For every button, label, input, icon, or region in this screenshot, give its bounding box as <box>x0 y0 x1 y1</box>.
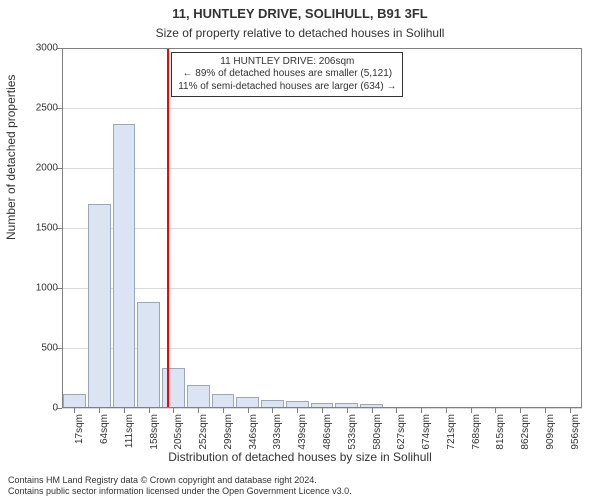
xtick-label: 205sqm <box>173 414 184 450</box>
histogram-bar <box>236 397 259 408</box>
histogram-bar <box>187 385 210 408</box>
gridline <box>62 48 582 49</box>
ytick-label: 3000 <box>36 43 58 54</box>
histogram-bar <box>212 394 235 408</box>
x-axis-label: Distribution of detached houses by size … <box>0 450 600 464</box>
xtick-mark <box>520 408 521 413</box>
annotation-line: 11 HUNTLEY DRIVE: 206sqm <box>178 56 396 69</box>
xtick-mark <box>570 408 571 413</box>
xtick-label: 111sqm <box>124 414 135 448</box>
xtick-label: 815sqm <box>495 414 506 450</box>
xtick-label: 252sqm <box>198 414 209 450</box>
histogram-bar <box>63 394 86 408</box>
xtick-label: 862sqm <box>520 414 531 450</box>
xtick-label: 721sqm <box>446 414 457 450</box>
xtick-mark <box>124 408 125 413</box>
footer-line1: Contains HM Land Registry data © Crown c… <box>8 475 352 486</box>
chart-root: 11, HUNTLEY DRIVE, SOLIHULL, B91 3FL Siz… <box>0 0 600 500</box>
xtick-label: 17sqm <box>74 414 85 444</box>
xtick-mark <box>149 408 150 413</box>
xtick-label: 627sqm <box>396 414 407 450</box>
histogram-bar <box>261 400 284 408</box>
plot-area: 050010001500200025003000 17sqm64sqm111sq… <box>62 48 582 408</box>
annotation-line: 11% of semi-detached houses are larger (… <box>178 81 396 94</box>
xtick-mark <box>198 408 199 413</box>
footer-text: Contains HM Land Registry data © Crown c… <box>8 475 352 498</box>
histogram-bar <box>286 401 309 408</box>
ytick-label: 1500 <box>36 223 58 234</box>
xtick-mark <box>272 408 273 413</box>
y-axis-label: Number of detached properties <box>4 75 18 240</box>
ytick-label: 2000 <box>36 163 58 174</box>
xtick-mark <box>545 408 546 413</box>
xtick-mark <box>471 408 472 413</box>
xtick-label: 64sqm <box>99 414 110 444</box>
annotation-box: 11 HUNTLEY DRIVE: 206sqm← 89% of detache… <box>171 52 403 98</box>
chart-title-line1: 11, HUNTLEY DRIVE, SOLIHULL, B91 3FL <box>0 6 600 21</box>
annotation-line: ← 89% of detached houses are smaller (5,… <box>178 68 396 81</box>
gridline <box>62 288 582 289</box>
histogram-bar <box>113 124 136 408</box>
xtick-label: 909sqm <box>545 414 556 450</box>
xtick-mark <box>322 408 323 413</box>
xtick-label: 486sqm <box>322 414 333 450</box>
xtick-mark <box>223 408 224 413</box>
xtick-label: 956sqm <box>570 414 581 450</box>
reference-line <box>167 48 169 408</box>
xtick-label: 533sqm <box>347 414 358 450</box>
xtick-mark <box>248 408 249 413</box>
xtick-mark <box>495 408 496 413</box>
ytick-label: 0 <box>52 403 58 414</box>
gridline <box>62 108 582 109</box>
xtick-mark <box>347 408 348 413</box>
ytick-label: 500 <box>41 343 58 354</box>
xtick-label: 674sqm <box>421 414 432 450</box>
histogram-bar <box>88 204 111 408</box>
ytick-label: 1000 <box>36 283 58 294</box>
xtick-label: 158sqm <box>149 414 160 450</box>
gridline <box>62 228 582 229</box>
xtick-mark <box>372 408 373 413</box>
xtick-label: 299sqm <box>223 414 234 450</box>
xtick-mark <box>396 408 397 413</box>
histogram-bar <box>137 302 160 408</box>
xtick-label: 393sqm <box>272 414 283 450</box>
xtick-label: 768sqm <box>471 414 482 450</box>
gridline <box>62 168 582 169</box>
footer-line2: Contains public sector information licen… <box>8 486 352 497</box>
xtick-mark <box>99 408 100 413</box>
xtick-mark <box>446 408 447 413</box>
xtick-mark <box>421 408 422 413</box>
xtick-label: 580sqm <box>372 414 383 450</box>
xtick-mark <box>74 408 75 413</box>
ytick-label: 2500 <box>36 103 58 114</box>
xtick-label: 439sqm <box>297 414 308 450</box>
xtick-mark <box>173 408 174 413</box>
histogram-bar <box>162 368 185 408</box>
chart-title-line2: Size of property relative to detached ho… <box>0 26 600 40</box>
xtick-label: 346sqm <box>248 414 259 450</box>
xtick-mark <box>297 408 298 413</box>
